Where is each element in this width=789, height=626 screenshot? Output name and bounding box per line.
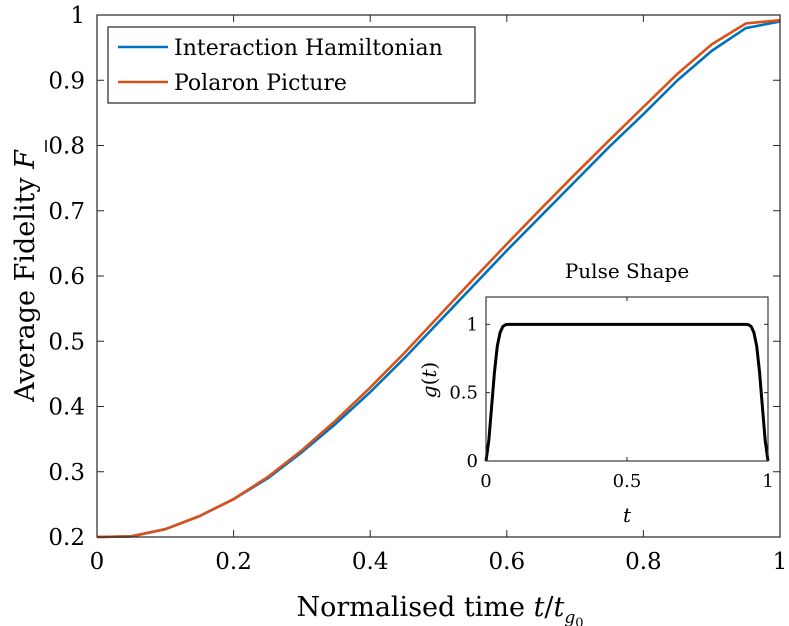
inset-series-group bbox=[484, 322, 770, 462]
inset-x-tick-label: 0 bbox=[480, 471, 491, 492]
main-y-tick-labels: 0.2 0.3 0.4 0.5 0.6 0.7 0.8 0.9 1 bbox=[48, 3, 85, 551]
main-series-line-polaron-picture bbox=[96, 18, 781, 539]
main-x-tick-label: 0.6 bbox=[489, 549, 526, 575]
inset-x-tick-label: 0.5 bbox=[613, 471, 642, 492]
main-y-tick-label: 0.8 bbox=[48, 134, 85, 160]
main-y-tick-label: 0.7 bbox=[48, 199, 85, 225]
main-y-tick-label: 0.4 bbox=[48, 395, 85, 421]
inset-chart: 0 0.5 1 00.51 Pulse Shape t g(t) bbox=[417, 259, 774, 527]
main-y-tick-label: 1 bbox=[70, 3, 85, 29]
main-x-tick-labels: 0 0.2 0.4 0.6 0.8 1 bbox=[90, 549, 788, 575]
inset-y-tick-labels: 00.51 bbox=[449, 314, 478, 472]
main-x-tick-label: 1 bbox=[773, 549, 788, 575]
y-axis-label: Average Fidelity F bbox=[10, 149, 41, 403]
main-x-tick-label: 0.8 bbox=[625, 549, 662, 575]
main-chart: 0 0.2 0.4 0.6 0.8 1 0.20.30.40.50.60.70.80.91… bbox=[10, 3, 787, 626]
inset-title: Pulse Shape bbox=[565, 259, 689, 283]
legend-box bbox=[107, 26, 476, 104]
legend-label-polaron-picture: Polaron Picture bbox=[174, 71, 347, 96]
inset-y-axis-label: g(t) bbox=[417, 362, 441, 398]
legend: Interaction Hamiltonian Polaron Picture bbox=[107, 26, 476, 104]
main-tick-marks bbox=[96, 14, 781, 538]
inset-tick-marks bbox=[485, 297, 769, 462]
main-x-tick-label: 0.2 bbox=[215, 549, 252, 575]
inset-background bbox=[486, 297, 768, 461]
inset-y-tick-label: 0.5 bbox=[449, 383, 478, 404]
inset-x-tick-labels: 0 0.5 1 bbox=[480, 471, 773, 492]
inset-x-tick-label: 1 bbox=[762, 471, 773, 492]
main-y-tick-label: 0.6 bbox=[48, 264, 85, 290]
inset-y-tick-label: 0 bbox=[467, 451, 478, 472]
main-y-tick-label: 0.9 bbox=[48, 68, 85, 94]
main-y-tick-label: 0.5 bbox=[48, 329, 85, 355]
legend-label-interaction-hamiltonian: Interaction Hamiltonian bbox=[174, 36, 443, 61]
main-x-tick-label: 0.4 bbox=[352, 549, 389, 575]
main-series-group bbox=[96, 18, 781, 539]
main-y-tick-label: 0.2 bbox=[48, 525, 85, 551]
main-x-tick-label: 0 bbox=[90, 549, 105, 575]
inset-x-axis-label: t bbox=[623, 503, 632, 527]
inset-y-tick-label: 1 bbox=[467, 314, 478, 335]
main-y-tick-label: 0.3 bbox=[48, 460, 85, 486]
inset-series-line-g-t bbox=[484, 322, 770, 462]
x-axis-label: Normalised time t/tg0 bbox=[296, 592, 583, 626]
